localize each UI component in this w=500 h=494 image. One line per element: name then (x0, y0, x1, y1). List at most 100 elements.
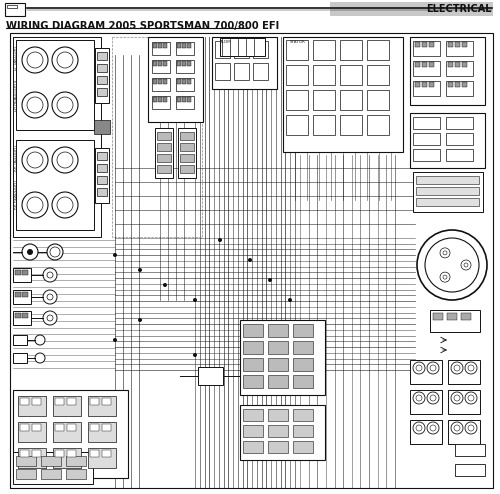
Bar (90, 398, 99, 405)
Bar (268, 409, 288, 421)
Circle shape (443, 275, 447, 279)
Circle shape (57, 197, 73, 213)
Bar (429, 42, 434, 47)
Circle shape (416, 365, 422, 371)
Bar (448, 420, 480, 444)
Bar (55, 424, 64, 431)
Circle shape (413, 422, 425, 434)
Bar (215, 63, 230, 80)
Bar (182, 97, 186, 102)
Bar (102, 424, 111, 431)
Bar (448, 390, 480, 414)
Bar (286, 115, 308, 135)
Circle shape (47, 315, 53, 321)
Bar (20, 450, 29, 457)
Bar (157, 132, 171, 140)
Bar (293, 409, 313, 421)
Text: ELECTRICAL: ELECTRICAL (426, 4, 492, 14)
Bar (94, 120, 110, 134)
Bar (152, 96, 170, 109)
Bar (97, 52, 107, 60)
Circle shape (454, 365, 460, 371)
Bar (182, 61, 186, 66)
Bar (462, 62, 467, 67)
Bar (180, 154, 194, 162)
Bar (446, 133, 473, 145)
Bar (66, 456, 86, 466)
Bar (18, 448, 46, 468)
Bar (430, 310, 480, 332)
Bar (461, 313, 471, 320)
Bar (367, 115, 389, 135)
Bar (268, 441, 288, 453)
Bar (268, 341, 288, 354)
Bar (20, 424, 29, 431)
Circle shape (43, 290, 57, 304)
Bar (18, 422, 46, 442)
Bar (176, 42, 194, 55)
Bar (88, 396, 116, 416)
Bar (67, 450, 76, 457)
Bar (22, 292, 28, 297)
Bar (7, 5, 17, 8)
Bar (413, 81, 440, 96)
Circle shape (52, 47, 78, 73)
Bar (422, 82, 427, 87)
Bar (293, 425, 313, 437)
Bar (446, 81, 473, 96)
Circle shape (268, 278, 272, 282)
Bar (13, 268, 31, 282)
Circle shape (413, 362, 425, 374)
Bar (243, 324, 263, 337)
Bar (32, 424, 41, 431)
Bar (240, 405, 325, 460)
Bar (13, 452, 93, 484)
Circle shape (27, 197, 43, 213)
Bar (416, 187, 479, 195)
Bar (293, 341, 313, 354)
Bar (448, 82, 453, 87)
Bar (97, 164, 107, 172)
Bar (340, 65, 362, 85)
Bar (367, 65, 389, 85)
Bar (462, 42, 467, 47)
Circle shape (468, 395, 474, 401)
Bar (413, 41, 440, 56)
Bar (462, 82, 467, 87)
Bar (422, 42, 427, 47)
Circle shape (465, 392, 477, 404)
Bar (415, 82, 420, 87)
Bar (158, 61, 162, 66)
Circle shape (451, 422, 463, 434)
Bar (340, 40, 362, 60)
Circle shape (440, 272, 450, 282)
Circle shape (43, 268, 57, 282)
Bar (455, 82, 460, 87)
Bar (177, 43, 181, 48)
Bar (243, 358, 263, 371)
Bar (448, 42, 453, 47)
Circle shape (138, 268, 142, 272)
Bar (95, 148, 109, 203)
Bar (367, 90, 389, 110)
Bar (212, 37, 277, 89)
Circle shape (440, 248, 450, 258)
Circle shape (35, 353, 45, 363)
Circle shape (22, 47, 48, 73)
Circle shape (163, 283, 167, 287)
Circle shape (468, 425, 474, 431)
Bar (448, 62, 453, 67)
Circle shape (427, 422, 439, 434)
Bar (313, 115, 335, 135)
Bar (253, 41, 268, 58)
Circle shape (288, 298, 292, 302)
Circle shape (47, 272, 53, 278)
Circle shape (430, 425, 436, 431)
Bar (97, 176, 107, 184)
Bar (286, 40, 308, 60)
Bar (340, 115, 362, 135)
Bar (446, 149, 473, 161)
Bar (163, 97, 167, 102)
Bar (413, 117, 440, 129)
Bar (234, 41, 249, 58)
